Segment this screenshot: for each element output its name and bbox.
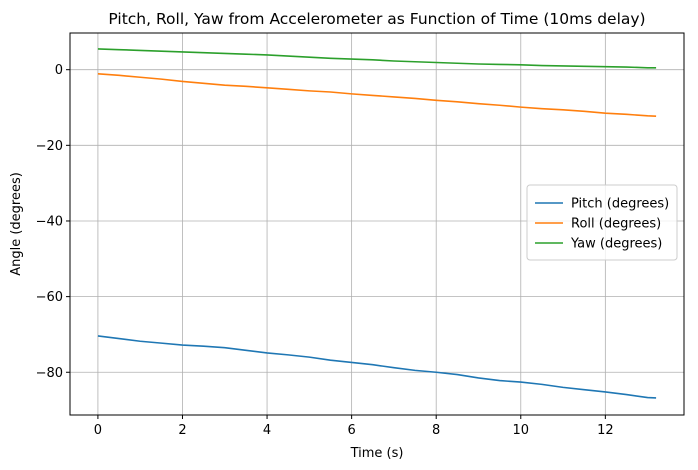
series-lines — [97, 48, 657, 399]
y-tick-label: −60 — [36, 290, 63, 305]
x-tick-label: 4 — [263, 423, 271, 438]
y-tick-label: 0 — [55, 63, 63, 78]
legend: Pitch (degrees) Roll (degrees) Yaw (degree… — [526, 184, 678, 261]
x-tick-label: 0 — [94, 423, 102, 438]
legend-label-pitch: Pitch (degrees) — [571, 197, 669, 212]
y-tick-label: −20 — [36, 139, 63, 154]
y-tick-label: −80 — [36, 366, 63, 381]
axis-ticks: 0 2 4 6 8 10 12 0 −20 −40 −60 −80 — [36, 63, 614, 438]
series-line-roll — [97, 73, 657, 118]
x-tick-label: 6 — [347, 423, 355, 438]
plot-frame — [69, 32, 685, 416]
y-tick-label: −40 — [36, 214, 63, 229]
legend-label-yaw: Yaw (degrees) — [570, 237, 662, 252]
series-line-yaw — [97, 48, 657, 69]
x-tick-label: 12 — [597, 423, 614, 438]
x-tick-label: 2 — [178, 423, 186, 438]
chart-title: Pitch, Roll, Yaw from Accelerometer as F… — [108, 10, 645, 28]
series-line-pitch — [97, 335, 657, 399]
legend-box — [526, 184, 678, 261]
x-tick-label: 10 — [513, 423, 530, 438]
x-tick-label: 8 — [432, 423, 440, 438]
legend-label-roll: Roll (degrees) — [571, 217, 661, 232]
y-axis-label: Angle (degrees) — [9, 172, 24, 276]
x-axis-label: Time (s) — [350, 446, 404, 461]
